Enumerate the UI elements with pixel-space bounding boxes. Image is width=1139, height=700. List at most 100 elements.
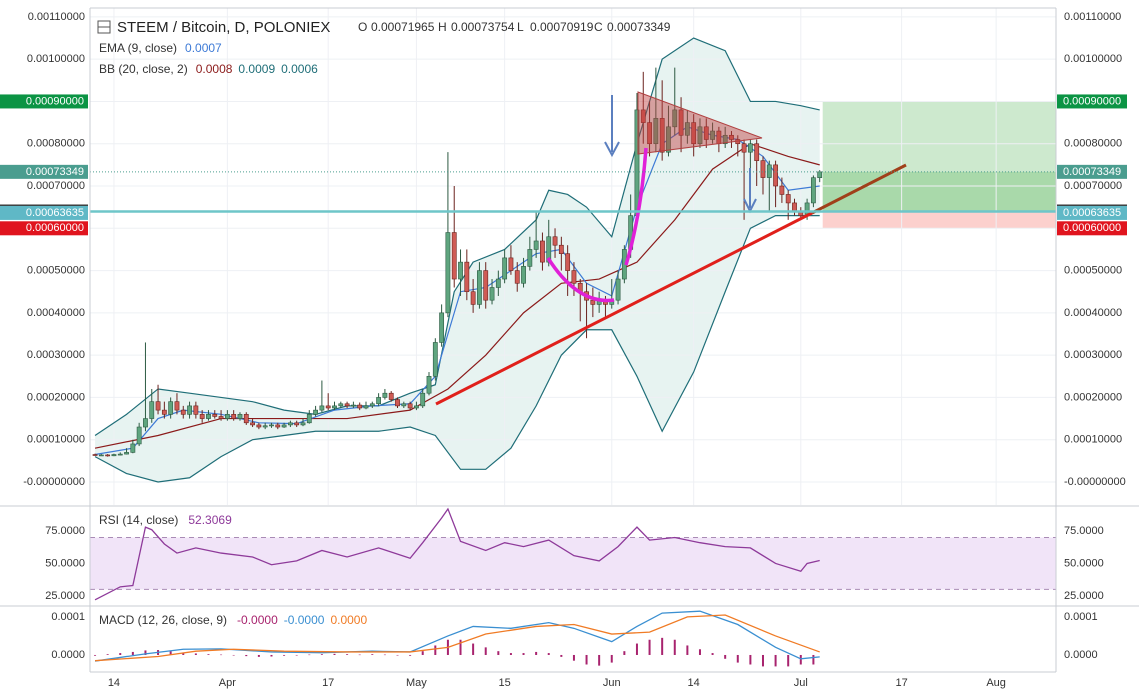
y-tick-label: -0.00000000 — [1064, 476, 1126, 488]
candle-body — [250, 422, 255, 426]
y-tick-label: 0.00030000 — [1064, 349, 1122, 361]
y-tick-label: 0.00020000 — [1064, 391, 1122, 403]
macd-histogram-bar — [308, 654, 311, 656]
candle-body — [155, 401, 161, 411]
y-tick-label: 50.0000 — [45, 557, 85, 569]
legend-label: EMA (9, close) — [99, 41, 177, 55]
macd-histogram-bar — [245, 654, 248, 657]
legend-value: 0.0008 — [196, 62, 233, 76]
candle-body — [199, 414, 205, 419]
last-price-bg — [1057, 164, 1127, 179]
macd-histogram-bar — [623, 651, 626, 655]
macd-histogram-bar — [421, 651, 424, 655]
candle-body — [640, 109, 646, 123]
y-tick-label: 0.00080000 — [27, 138, 85, 150]
macd-histogram-bar — [799, 654, 802, 665]
y-tick-label: 50.0000 — [1064, 557, 1104, 569]
macd-histogram-bar — [560, 654, 563, 657]
ohlc-value: 0.00070919 — [530, 20, 594, 34]
macd-histogram-bar — [409, 654, 412, 656]
macd-histogram-bar — [131, 651, 134, 655]
candle-body — [237, 414, 243, 419]
y-tick-label: 0.00050000 — [27, 264, 85, 276]
candle-body — [143, 418, 148, 428]
level-label-bg — [1057, 205, 1127, 220]
ohlc-value: 0.00073754 — [451, 20, 515, 34]
candle-body — [470, 291, 476, 305]
x-tick-label: 17 — [322, 677, 334, 689]
macd-histogram-bar — [207, 654, 210, 655]
macd-histogram-bar — [711, 653, 714, 655]
candle-body — [401, 403, 407, 407]
y-tick-label: 0.00110000 — [1064, 11, 1121, 23]
candle-body — [388, 392, 394, 400]
loss-zone — [822, 211, 1056, 229]
indicator-line — [94, 614, 820, 662]
candle-body — [483, 270, 489, 301]
y-tick-label: 0.00110000 — [28, 11, 85, 23]
y-tick-label: 0.0000 — [51, 649, 85, 661]
axis-layer: STEEM / Bitcoin, D, POLONIEX 0.00110000 0… — [0, 7, 1139, 689]
candle-body — [489, 287, 495, 301]
candle-body — [722, 134, 728, 145]
x-tick-label: May — [406, 677, 427, 689]
candle-body — [206, 414, 211, 419]
macd-histogram-bar — [459, 639, 462, 655]
ohlc-value: 0.00073349 — [607, 20, 671, 34]
candle-body — [502, 257, 508, 280]
candle-body — [779, 185, 785, 195]
x-tick-label: 14 — [108, 677, 120, 689]
macd-histogram-bar — [119, 653, 122, 655]
y-tick-label: 0.00100000 — [27, 53, 85, 65]
macd-histogram-bar — [497, 651, 500, 655]
candle-body — [174, 401, 180, 411]
macd-histogram-bar — [358, 654, 361, 656]
legend-value: -0.0000 — [284, 613, 325, 627]
y-tick-label: 0.00010000 — [27, 434, 85, 446]
candle-body — [508, 257, 514, 271]
candle-body — [659, 118, 665, 153]
macd-histogram-bar — [106, 654, 109, 655]
candle-body — [376, 397, 382, 405]
y-tick-label: 0.00040000 — [27, 307, 85, 319]
macd-histogram-bar — [333, 653, 336, 655]
candle-body — [306, 414, 312, 424]
candle-body — [672, 109, 678, 128]
y-tick-label: 0.00050000 — [1064, 264, 1122, 276]
macd-histogram-bar — [220, 654, 223, 656]
candle-body — [161, 409, 167, 415]
candle-body — [224, 414, 230, 419]
candle-body — [426, 375, 432, 394]
y-tick-label: 0.00080000 — [1064, 138, 1122, 150]
macd-histogram-bar — [547, 653, 550, 655]
candle-body — [92, 454, 98, 456]
candle-body — [792, 202, 797, 212]
candle-body — [269, 424, 274, 427]
y-tick-label: 0.0001 — [1064, 611, 1098, 623]
x-tick-label: 14 — [688, 677, 700, 689]
candle-body — [514, 270, 520, 284]
macd-histogram-bar — [761, 654, 764, 667]
macd-histogram-bar — [383, 654, 386, 656]
candle-body — [319, 405, 325, 411]
candle-body — [533, 240, 539, 250]
candle-body — [243, 414, 249, 424]
y-tick-label: 25.0000 — [1064, 590, 1104, 602]
candle-body — [350, 404, 356, 407]
candle-body — [105, 454, 111, 457]
candle-body — [521, 266, 526, 284]
legend-value: 0.0009 — [238, 62, 275, 76]
drawings — [90, 91, 1056, 406]
level-label: 0.00090000 — [26, 95, 84, 107]
candle-body — [111, 454, 117, 457]
open-profit-zone — [822, 171, 1056, 212]
candle-body — [420, 392, 426, 407]
candle-body — [231, 414, 237, 419]
legend-value: 52.3069 — [188, 513, 232, 527]
candle-body — [691, 122, 697, 145]
candle-body — [212, 414, 218, 417]
legend-value: 0.0006 — [281, 62, 318, 76]
candle-body — [338, 403, 344, 407]
legend-value: 0.0007 — [185, 41, 222, 55]
candle-body — [678, 109, 684, 136]
